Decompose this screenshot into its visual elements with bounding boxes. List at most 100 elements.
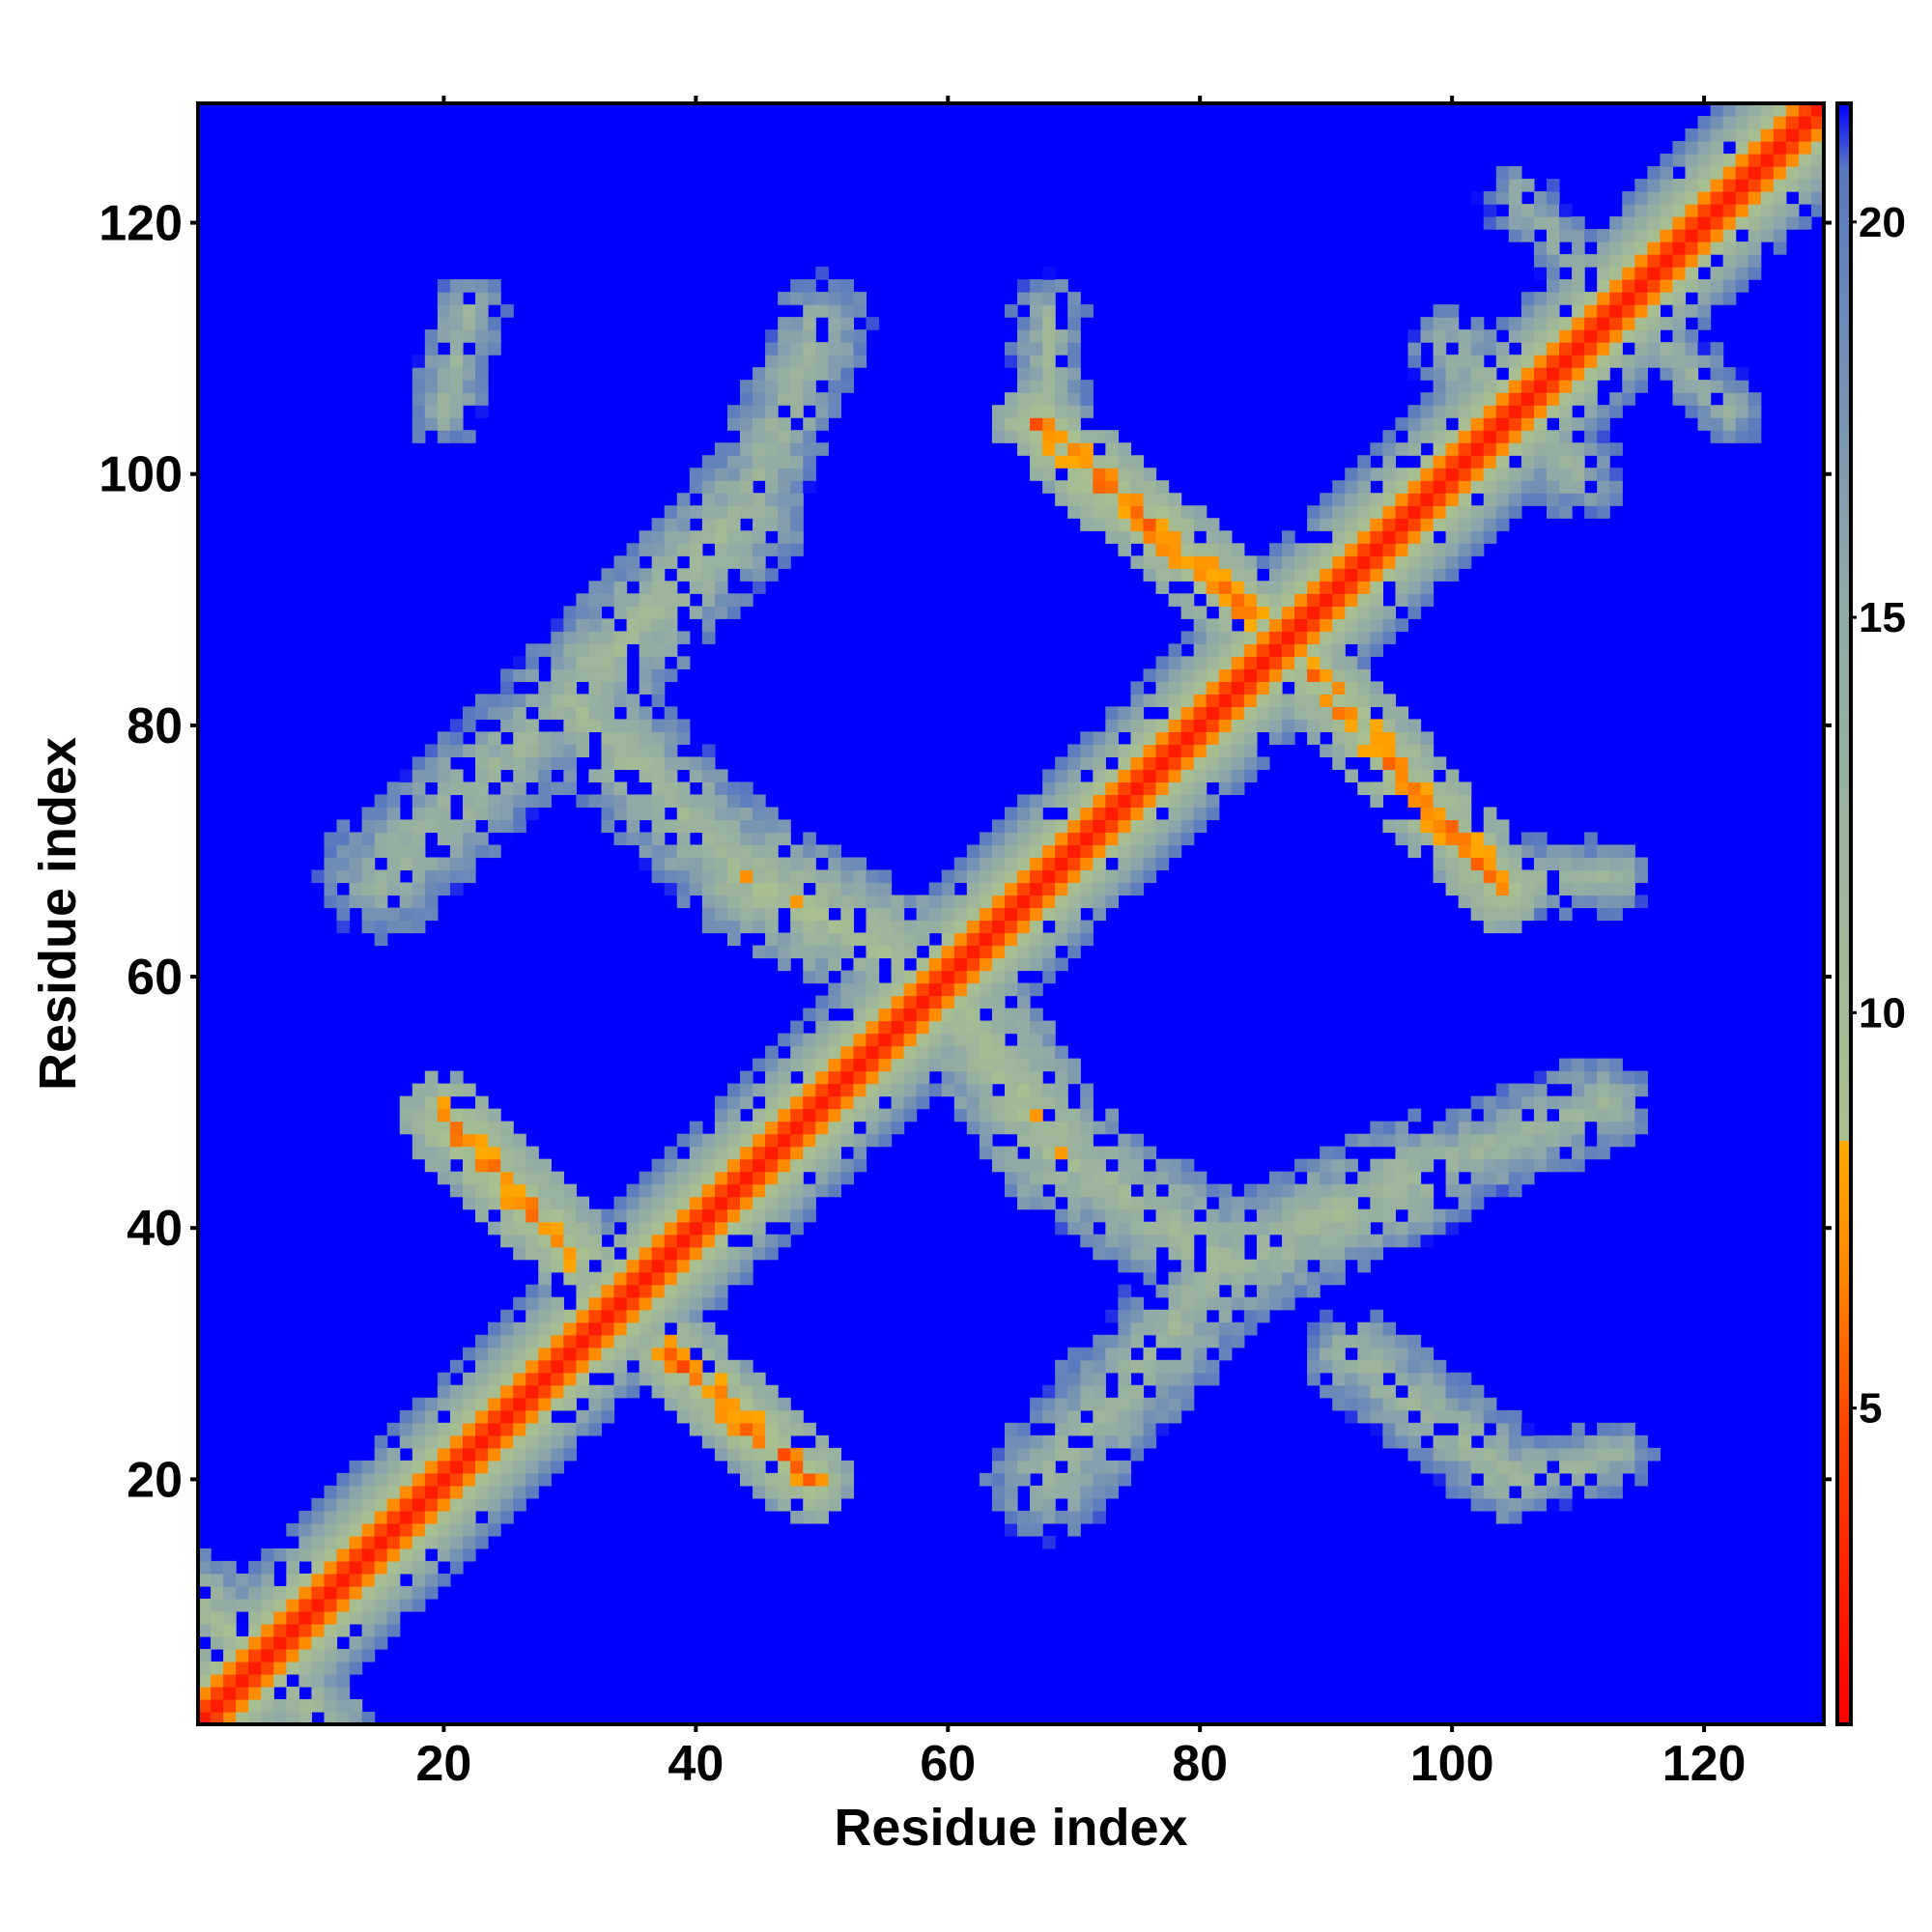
heatmap-cell [412, 430, 426, 443]
heatmap-cell [1130, 530, 1145, 544]
heatmap-cell [1206, 681, 1220, 695]
heatmap-cell [778, 505, 791, 519]
heatmap-cell [563, 1347, 577, 1361]
heatmap-cell [1193, 819, 1208, 834]
heatmap-cell [1105, 1234, 1119, 1248]
heatmap-cell [1105, 1196, 1119, 1210]
heatmap-cell [1546, 505, 1560, 519]
heatmap-cell [1647, 317, 1661, 330]
heatmap-cell [324, 1510, 338, 1524]
heatmap-cell [1143, 518, 1157, 531]
heatmap-cell [1155, 518, 1170, 531]
heatmap-cell [1042, 442, 1056, 456]
heatmap-cell [1042, 1435, 1056, 1449]
heatmap-cell [1710, 242, 1724, 255]
heatmap-cell [790, 1171, 804, 1185]
heatmap-cell [1294, 1259, 1308, 1273]
heatmap-cell [778, 530, 791, 544]
heatmap-cell [1546, 844, 1560, 859]
heatmap-cell [878, 1058, 893, 1072]
heatmap-cell [298, 1510, 313, 1524]
heatmap-cell [1470, 1196, 1485, 1210]
heatmap-cell [651, 756, 666, 771]
heatmap-cell [1055, 932, 1068, 947]
heatmap-cell [601, 1221, 615, 1236]
heatmap-cell [991, 957, 1006, 972]
heatmap-cell [211, 1686, 224, 1700]
heatmap-cell [1294, 593, 1308, 607]
heatmap-cell [1445, 1472, 1460, 1487]
y-tick-label: 20 [127, 1452, 183, 1508]
heatmap-cell [1672, 304, 1687, 318]
heatmap-cell [1597, 882, 1610, 896]
heatmap-cell [714, 442, 728, 456]
heatmap-cell [778, 832, 791, 846]
heatmap-cell [1483, 392, 1497, 406]
heatmap-cell [1520, 869, 1535, 884]
heatmap-cell [1320, 668, 1333, 682]
heatmap-cell [651, 1347, 666, 1361]
heatmap-cell [1685, 242, 1699, 255]
heatmap-cell [1155, 1384, 1170, 1399]
heatmap-cell [966, 932, 980, 947]
heatmap-cell [1533, 430, 1548, 443]
heatmap-cell [1520, 355, 1535, 368]
heatmap-cell [1647, 304, 1661, 318]
heatmap-cell [1320, 606, 1333, 619]
heatmap-cell [1559, 1058, 1573, 1072]
heatmap-cell [1572, 367, 1585, 381]
heatmap-cell [1168, 1296, 1182, 1311]
heatmap-cell [1143, 1422, 1157, 1436]
heatmap-cell [248, 1661, 262, 1675]
heatmap-cell [1093, 756, 1106, 771]
heatmap-cell [991, 995, 1006, 1009]
heatmap-cell [1042, 970, 1056, 984]
heatmap-cell [953, 1008, 968, 1022]
heatmap-cell [1268, 568, 1283, 582]
heatmap-cell [1193, 643, 1208, 657]
heatmap-cell [1130, 1422, 1145, 1436]
heatmap-cell [1609, 895, 1623, 909]
heatmap-cell [1735, 216, 1749, 230]
heatmap-cell [449, 279, 464, 293]
heatmap-cell [916, 895, 930, 909]
heatmap-cell [261, 1686, 274, 1700]
heatmap-cell [1017, 279, 1031, 293]
heatmap-cell [626, 1234, 640, 1248]
heatmap-cell [1256, 643, 1270, 657]
heatmap-cell [538, 1447, 552, 1462]
heatmap-cell [1370, 756, 1383, 771]
heatmap-cell [726, 1108, 741, 1122]
heatmap-cell [689, 1246, 703, 1261]
heatmap-cell [1055, 1146, 1068, 1160]
heatmap-cell [790, 442, 804, 456]
heatmap-cell [449, 1108, 464, 1122]
heatmap-cell [1533, 1146, 1548, 1160]
heatmap-cell [211, 1673, 224, 1688]
heatmap-cell [1433, 493, 1447, 506]
heatmap-cell [753, 555, 766, 569]
heatmap-cell [1382, 1158, 1397, 1173]
heatmap-cell [1231, 555, 1245, 569]
heatmap-cell [778, 1083, 791, 1097]
heatmap-cell [361, 1472, 376, 1487]
heatmap-cell [361, 1560, 376, 1575]
heatmap-cell [1243, 593, 1258, 607]
heatmap-cell [513, 1234, 526, 1248]
heatmap-cell [765, 1045, 779, 1060]
heatmap-cell [261, 1698, 274, 1713]
heatmap-cell [563, 1447, 577, 1462]
heatmap-cell [1520, 1460, 1535, 1474]
heatmap-cell [765, 329, 779, 343]
heatmap-cell [1294, 656, 1308, 669]
heatmap-cell [1572, 1070, 1585, 1085]
heatmap-cell [1105, 869, 1119, 884]
heatmap-cell [714, 1259, 728, 1273]
heatmap-cell [449, 719, 464, 732]
heatmap-cell [676, 1384, 691, 1399]
heatmap-cell [1470, 405, 1485, 418]
heatmap-cell [765, 1422, 779, 1436]
heatmap-cell [1168, 505, 1182, 519]
heatmap-cell [1307, 1183, 1321, 1198]
heatmap-cell [1546, 242, 1560, 255]
